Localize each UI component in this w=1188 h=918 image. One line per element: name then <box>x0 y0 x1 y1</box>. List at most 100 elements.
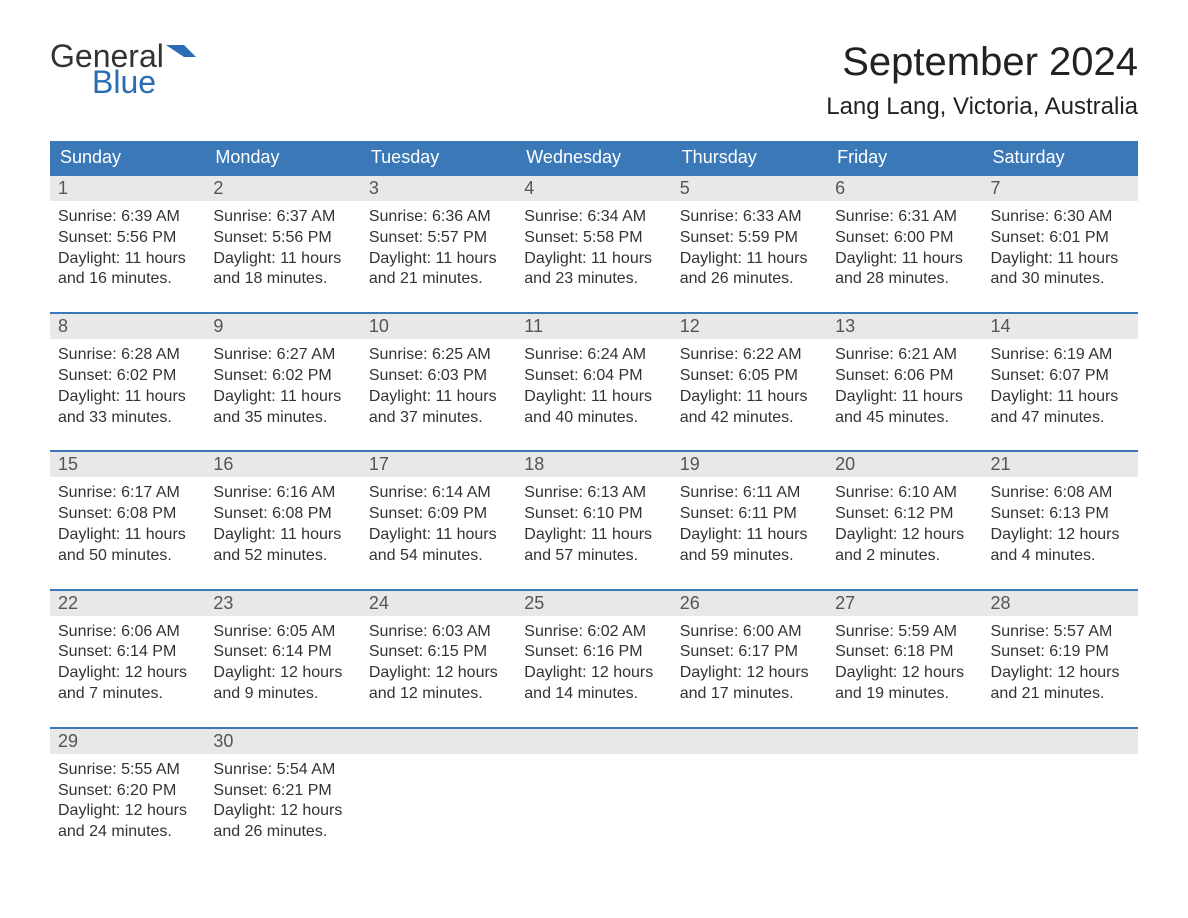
day-cell: 9 Sunrise: 6:27 AMSunset: 6:02 PMDaylight… <box>205 314 360 432</box>
day-sunrise: Sunrise: 6:36 AM <box>369 207 508 228</box>
day-number: 6 <box>827 176 982 201</box>
day-cell: 19Sunrise: 6:11 AMSunset: 6:11 PMDayligh… <box>672 452 827 570</box>
day-number: 29 <box>50 729 205 754</box>
day-d2: and 24 minutes. <box>58 822 197 843</box>
day-content: Sunrise: 6:36 AMSunset: 5:57 PMDaylight:… <box>361 201 516 294</box>
day-content: Sunrise: 6:10 AMSunset: 6:12 PMDaylight:… <box>827 477 982 570</box>
day-cell: 4Sunrise: 6:34 AMSunset: 5:58 PMDaylight… <box>516 176 671 294</box>
day-number: 13 <box>827 314 982 339</box>
day-sunset: Sunset: 6:21 PM <box>213 781 352 802</box>
day-content: Sunrise: 6:06 AMSunset: 6:14 PMDaylight:… <box>50 616 205 709</box>
day-number: 2 <box>205 176 360 201</box>
day-d2: and 9 minutes. <box>213 684 352 705</box>
day-number: 11 <box>516 314 671 339</box>
day-number: . <box>672 729 827 754</box>
week-row: 22Sunrise: 6:06 AMSunset: 6:14 PMDayligh… <box>50 589 1138 709</box>
day-sunrise: Sunrise: 6:24 AM <box>524 345 663 366</box>
day-d2: and 42 minutes. <box>680 408 819 429</box>
day-d2: and 21 minutes. <box>991 684 1130 705</box>
day-d2: and 23 minutes. <box>524 269 663 290</box>
day-d1: Daylight: 11 hours <box>680 525 819 546</box>
day-cell: 17Sunrise: 6:14 AMSunset: 6:09 PMDayligh… <box>361 452 516 570</box>
day-sunset: Sunset: 6:02 PM <box>213 366 352 387</box>
day-d1: Daylight: 11 hours <box>58 387 197 408</box>
day-cell: 29Sunrise: 5:55 AMSunset: 6:20 PMDayligh… <box>50 729 205 847</box>
day-cell: 21Sunrise: 6:08 AMSunset: 6:13 PMDayligh… <box>983 452 1138 570</box>
day-number: 1 <box>50 176 205 201</box>
day-d1: Daylight: 12 hours <box>58 663 197 684</box>
day-d1: Daylight: 11 hours <box>369 249 508 270</box>
day-sunset: Sunset: 5:59 PM <box>680 228 819 249</box>
day-d2: and 21 minutes. <box>369 269 508 290</box>
day-number: 20 <box>827 452 982 477</box>
day-number: 22 <box>50 591 205 616</box>
day-d1: Daylight: 11 hours <box>58 525 197 546</box>
day-d1: Daylight: 12 hours <box>680 663 819 684</box>
day-d2: and 54 minutes. <box>369 546 508 567</box>
day-content: Sunrise: 6:00 AMSunset: 6:17 PMDaylight:… <box>672 616 827 709</box>
day-sunset: Sunset: 6:10 PM <box>524 504 663 525</box>
day-number: 8 <box>50 314 205 339</box>
week-row: 8Sunrise: 6:28 AMSunset: 6:02 PMDaylight… <box>50 312 1138 432</box>
day-number: . <box>361 729 516 754</box>
day-sunrise: Sunrise: 5:57 AM <box>991 622 1130 643</box>
day-sunset: Sunset: 6:05 PM <box>680 366 819 387</box>
day-sunrise: Sunrise: 6:30 AM <box>991 207 1130 228</box>
day-d1: Daylight: 12 hours <box>369 663 508 684</box>
day-number: 23 <box>205 591 360 616</box>
day-sunset: Sunset: 6:01 PM <box>991 228 1130 249</box>
day-d2: and 28 minutes. <box>835 269 974 290</box>
day-d2: and 33 minutes. <box>58 408 197 429</box>
day-number: 9 <box>205 314 360 339</box>
day-sunrise: Sunrise: 6:17 AM <box>58 483 197 504</box>
day-cell: 23Sunrise: 6:05 AMSunset: 6:14 PMDayligh… <box>205 591 360 709</box>
day-cell: . <box>983 729 1138 847</box>
day-sunrise: Sunrise: 6:02 AM <box>524 622 663 643</box>
day-sunrise: Sunrise: 6:34 AM <box>524 207 663 228</box>
day-sunrise: Sunrise: 6:37 AM <box>213 207 352 228</box>
day-d2: and 26 minutes. <box>213 822 352 843</box>
day-number: 12 <box>672 314 827 339</box>
day-sunset: Sunset: 6:00 PM <box>835 228 974 249</box>
day-d1: Daylight: 12 hours <box>213 801 352 822</box>
location: Lang Lang, Victoria, Australia <box>826 93 1138 121</box>
day-sunrise: Sunrise: 6:13 AM <box>524 483 663 504</box>
day-number: 3 <box>361 176 516 201</box>
day-d1: Daylight: 11 hours <box>213 387 352 408</box>
day-number: . <box>983 729 1138 754</box>
day-number: 25 <box>516 591 671 616</box>
day-sunset: Sunset: 5:58 PM <box>524 228 663 249</box>
day-sunrise: Sunrise: 6:16 AM <box>213 483 352 504</box>
day-sunrise: Sunrise: 6:31 AM <box>835 207 974 228</box>
day-cell: . <box>361 729 516 847</box>
day-sunrise: Sunrise: 6:33 AM <box>680 207 819 228</box>
day-d2: and 40 minutes. <box>524 408 663 429</box>
day-sunset: Sunset: 6:07 PM <box>991 366 1130 387</box>
day-sunrise: Sunrise: 6:27 AM <box>213 345 352 366</box>
day-d1: Daylight: 11 hours <box>369 387 508 408</box>
day-sunset: Sunset: 6:17 PM <box>680 642 819 663</box>
day-sunrise: Sunrise: 6:28 AM <box>58 345 197 366</box>
day-cell: 3Sunrise: 6:36 AMSunset: 5:57 PMDaylight… <box>361 176 516 294</box>
day-d2: and 35 minutes. <box>213 408 352 429</box>
day-d2: and 37 minutes. <box>369 408 508 429</box>
day-d2: and 14 minutes. <box>524 684 663 705</box>
day-content: Sunrise: 6:16 AMSunset: 6:08 PMDaylight:… <box>205 477 360 570</box>
day-sunset: Sunset: 6:14 PM <box>58 642 197 663</box>
day-sunset: Sunset: 6:11 PM <box>680 504 819 525</box>
day-d1: Daylight: 11 hours <box>524 249 663 270</box>
day-content: Sunrise: 6:08 AMSunset: 6:13 PMDaylight:… <box>983 477 1138 570</box>
day-d1: Daylight: 11 hours <box>680 249 819 270</box>
title-block: September 2024 Lang Lang, Victoria, Aust… <box>826 40 1138 121</box>
day-content: Sunrise: 6:25 AMSunset: 6:03 PMDaylight:… <box>361 339 516 432</box>
day-sunset: Sunset: 6:06 PM <box>835 366 974 387</box>
day-content: Sunrise: 6:14 AMSunset: 6:09 PMDaylight:… <box>361 477 516 570</box>
day-content: Sunrise: 6:33 AMSunset: 5:59 PMDaylight:… <box>672 201 827 294</box>
day-d2: and 50 minutes. <box>58 546 197 567</box>
day-d2: and 47 minutes. <box>991 408 1130 429</box>
day-number: . <box>516 729 671 754</box>
day-sunrise: Sunrise: 5:59 AM <box>835 622 974 643</box>
day-number: 30 <box>205 729 360 754</box>
day-d2: and 2 minutes. <box>835 546 974 567</box>
day-content: Sunrise: 6:34 AMSunset: 5:58 PMDaylight:… <box>516 201 671 294</box>
